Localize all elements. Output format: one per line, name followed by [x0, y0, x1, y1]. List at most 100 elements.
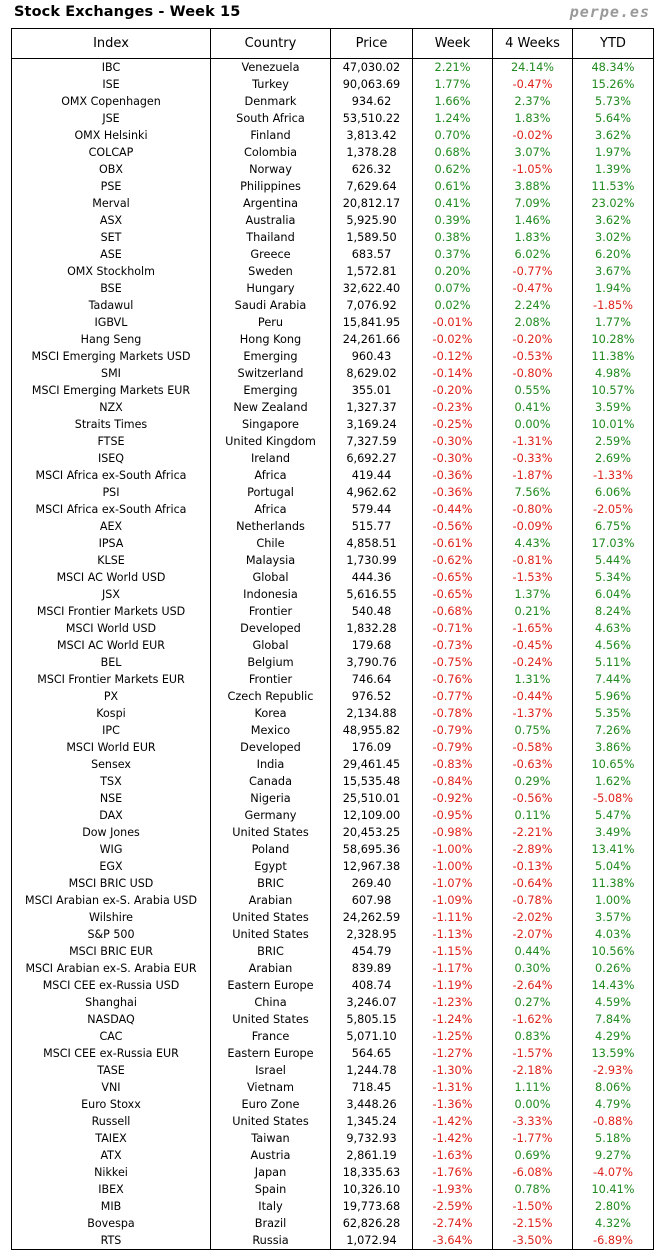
four-weeks-cell: -1.87%	[492, 467, 573, 484]
ytd-cell: 1.97%	[572, 144, 654, 161]
week-cell: -0.61%	[412, 535, 493, 552]
four-weeks-cell: 7.56%	[492, 484, 573, 501]
price-cell: 176.09	[330, 739, 413, 756]
table-row: MSCI Emerging Markets EUR Emerging 355.01-…	[11, 382, 654, 399]
ytd-cell: 3.67%	[572, 263, 654, 280]
table-row: Tadawul Saudi Arabia 7,076.92 0.02% 2.24% -1.…	[11, 297, 654, 314]
country-cell: Euro Zone	[210, 1096, 331, 1113]
price-cell: 444.36	[330, 569, 413, 586]
week-cell: 0.07%	[412, 280, 493, 297]
country-cell: Israel	[210, 1062, 331, 1079]
index-cell: NSE	[11, 790, 211, 807]
week-cell: 0.02%	[412, 297, 493, 314]
table-row: Sensex India 29,461.45 -0.83% -0.63% 10.65%	[11, 756, 654, 773]
price-cell: 960.43	[330, 348, 413, 365]
table-row: DAX Germany 12,109.00 -0.95% 0.11% 5.47%	[11, 807, 654, 824]
week-cell: -0.30%	[412, 433, 493, 450]
price-cell: 3,169.24	[330, 416, 413, 433]
country-cell: Venezuela	[210, 58, 331, 76]
table-row: TASE Israel 1,244.78 -1.30% -2.18% -2.93%	[11, 1062, 654, 1079]
ytd-cell: 3.62%	[572, 212, 654, 229]
four-weeks-cell: -0.77%	[492, 263, 573, 280]
price-cell: 5,805.15	[330, 1011, 413, 1028]
price-cell: 1,327.37	[330, 399, 413, 416]
week-cell: -1.42%	[412, 1130, 493, 1147]
country-cell: Ireland	[210, 450, 331, 467]
four-weeks-cell: -1.57%	[492, 1045, 573, 1062]
index-cell: IGBVL	[11, 314, 211, 331]
price-cell: 24,261.66	[330, 331, 413, 348]
price-cell: 579.44	[330, 501, 413, 518]
ytd-cell: 5.04%	[572, 858, 654, 875]
week-cell: -0.92%	[412, 790, 493, 807]
week-cell: -1.36%	[412, 1096, 493, 1113]
week-cell: -0.02%	[412, 331, 493, 348]
week-cell: -1.24%	[412, 1011, 493, 1028]
price-cell: 179.68	[330, 637, 413, 654]
four-weeks-cell: -1.77%	[492, 1130, 573, 1147]
price-cell: 12,967.38	[330, 858, 413, 875]
index-cell: Merval	[11, 195, 211, 212]
table-row: IGBVL Peru 15,841.95 -0.01% 2.08% 1.77%	[11, 314, 654, 331]
four-weeks-cell: -2.18%	[492, 1062, 573, 1079]
week-cell: -1.25%	[412, 1028, 493, 1045]
index-cell: S&P 500	[11, 926, 211, 943]
index-cell: PSI	[11, 484, 211, 501]
week-cell: 0.68%	[412, 144, 493, 161]
week-cell: -1.23%	[412, 994, 493, 1011]
country-cell: New Zealand	[210, 399, 331, 416]
four-weeks-cell: 0.30%	[492, 960, 573, 977]
index-cell: ASE	[11, 246, 211, 263]
table-row: ASX Australia 5,925.90 0.39% 1.46% 3.62%	[11, 212, 654, 229]
table-row: MSCI Frontier Markets EUR Frontier 746.64-…	[11, 671, 654, 688]
four-weeks-cell: 0.11%	[492, 807, 573, 824]
country-cell: BRIC	[210, 875, 331, 892]
index-cell: OBX	[11, 161, 211, 178]
price-cell: 47,030.02	[330, 58, 413, 76]
four-weeks-cell: 1.37%	[492, 586, 573, 603]
week-cell: -1.93%	[412, 1181, 493, 1198]
table-row: MSCI CEE ex-Russia USD Eastern Europe 408.…	[11, 977, 654, 994]
week-cell: -0.77%	[412, 688, 493, 705]
index-cell: Straits Times	[11, 416, 211, 433]
ytd-cell: 0.26%	[572, 960, 654, 977]
four-weeks-cell: -1.37%	[492, 705, 573, 722]
price-cell: 419.44	[330, 467, 413, 484]
ytd-cell: 10.57%	[572, 382, 654, 399]
week-cell: 2.21%	[412, 58, 493, 76]
ytd-cell: 5.44%	[572, 552, 654, 569]
country-cell: Sweden	[210, 263, 331, 280]
week-cell: -0.98%	[412, 824, 493, 841]
index-cell: JSE	[11, 110, 211, 127]
table-row: Dow Jones United States 20,453.25 -0.98% -2.…	[11, 824, 654, 841]
price-cell: 683.57	[330, 246, 413, 263]
price-cell: 515.77	[330, 518, 413, 535]
ytd-cell: 4.56%	[572, 637, 654, 654]
week-cell: -0.83%	[412, 756, 493, 773]
index-cell: MSCI Arabian ex-S. Arabia USD	[11, 892, 211, 909]
index-cell: TSX	[11, 773, 211, 790]
four-weeks-cell: -3.50%	[492, 1232, 573, 1250]
four-weeks-cell: -0.81%	[492, 552, 573, 569]
country-cell: Portugal	[210, 484, 331, 501]
country-cell: Russia	[210, 1232, 331, 1250]
price-cell: 19,773.68	[330, 1198, 413, 1215]
week-cell: -1.19%	[412, 977, 493, 994]
table-row: Merval Argentina 20,812.17 0.41% 7.09% 23.02%	[11, 195, 654, 212]
country-cell: Eastern Europe	[210, 977, 331, 994]
table-row: TSX Canada 15,535.48 -0.84% 0.29% 1.62%	[11, 773, 654, 790]
table-row: PX Czech Republic 976.52 -0.77% -0.44% 5.96%	[11, 688, 654, 705]
four-weeks-cell: 0.41%	[492, 399, 573, 416]
week-cell: -0.65%	[412, 586, 493, 603]
index-cell: OMX Helsinki	[11, 127, 211, 144]
ytd-cell: 3.62%	[572, 127, 654, 144]
country-cell: United States	[210, 909, 331, 926]
country-cell: Japan	[210, 1164, 331, 1181]
week-cell: -1.30%	[412, 1062, 493, 1079]
four-weeks-cell: -0.09%	[492, 518, 573, 535]
four-weeks-cell: 0.75%	[492, 722, 573, 739]
four-weeks-cell: -0.13%	[492, 858, 573, 875]
country-cell: Turkey	[210, 76, 331, 93]
country-cell: Germany	[210, 807, 331, 824]
country-cell: Hong Kong	[210, 331, 331, 348]
